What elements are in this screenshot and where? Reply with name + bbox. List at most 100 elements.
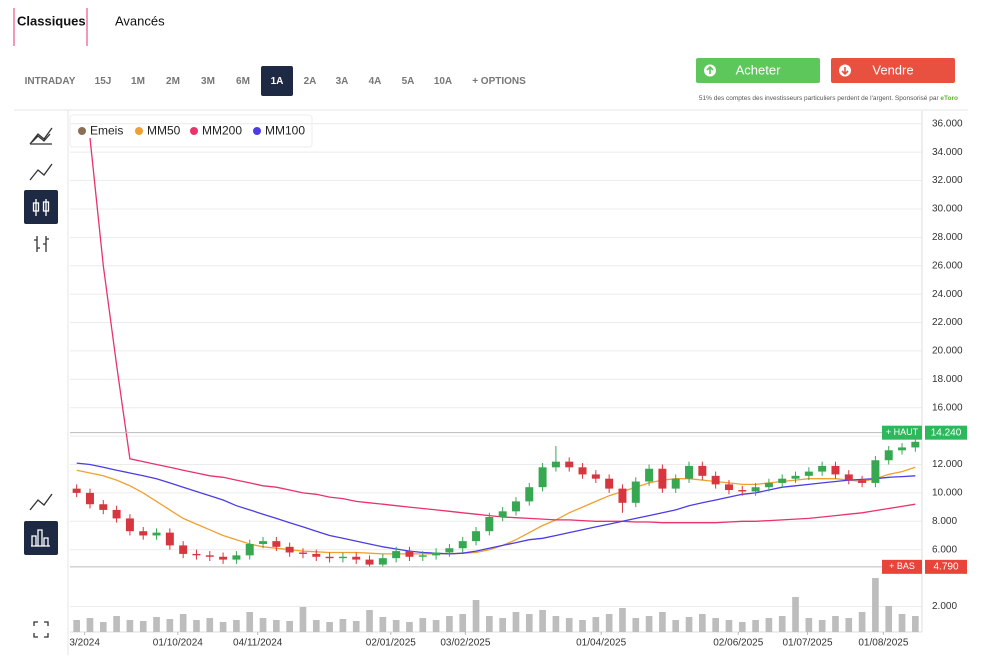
volume-bar (233, 620, 240, 632)
candle-body (152, 532, 161, 536)
sell-label[interactable]: Vendre (872, 62, 913, 77)
disclaimer: 51% des comptes des investisseurs partic… (699, 95, 958, 102)
volume-bar (672, 620, 680, 632)
toolbar (24, 127, 58, 638)
tool-line[interactable] (29, 163, 53, 181)
volume-bar (845, 618, 853, 632)
candle-body (112, 509, 121, 519)
volume-bar (352, 621, 360, 632)
tool-area[interactable] (29, 127, 53, 145)
volume-bar (113, 616, 120, 632)
volume-bar (632, 618, 640, 632)
range-button[interactable]: + OPTIONS (472, 76, 526, 87)
range-button[interactable]: 3A (336, 76, 349, 87)
candle-body (858, 480, 867, 483)
candle-body (458, 541, 467, 549)
legend-label[interactable]: Emeis (90, 124, 123, 138)
y-tick-label: 2.000 (932, 601, 957, 612)
candle-body (871, 460, 880, 483)
level-badge (882, 559, 922, 574)
volume-bar (446, 616, 453, 632)
candle-body (831, 465, 840, 475)
volume-bar (259, 618, 267, 632)
legend-dot (135, 127, 143, 135)
volume-bar (885, 606, 893, 632)
volume-bar (312, 620, 320, 632)
candle-body (378, 558, 387, 565)
tool-fullscreen[interactable] (33, 621, 49, 638)
volume-bar (246, 612, 254, 632)
candle-body (911, 441, 920, 448)
candle-body (99, 504, 108, 510)
sell-button[interactable] (831, 58, 955, 83)
candle-body (525, 487, 534, 502)
range-button[interactable]: 1M (131, 76, 145, 87)
level-value: 14.240 (931, 427, 962, 438)
candle-body (298, 552, 307, 554)
range-button[interactable]: 5A (402, 76, 415, 87)
tool-ohlc[interactable] (34, 236, 49, 252)
volume-bar (406, 622, 413, 632)
x-tick-label: 04/11/2024 (233, 638, 283, 649)
candle-body (738, 490, 747, 492)
tool-volume-bars[interactable] (24, 521, 58, 555)
buy-button[interactable] (696, 58, 820, 83)
legend-label[interactable]: MM200 (202, 124, 242, 138)
ma-line (76, 466, 916, 555)
y-tick-label: 6.000 (932, 544, 957, 555)
candle-body (259, 541, 268, 544)
range-button[interactable]: 2M (166, 76, 180, 87)
tab[interactable]: Avancés (115, 13, 165, 28)
tool-candles[interactable] (24, 190, 58, 224)
range-button[interactable]: 3M (201, 76, 215, 87)
candle-body (804, 471, 813, 476)
volume-bar (206, 618, 214, 632)
legend-dot (190, 127, 198, 135)
volume-bar (539, 610, 546, 632)
candle-body (139, 531, 148, 536)
x-tick-label: 01/04/2025 (576, 638, 626, 649)
candle-body (685, 465, 694, 479)
candle-body (658, 468, 667, 489)
candle-body (312, 553, 321, 557)
y-tick-label: 34.000 (932, 147, 963, 158)
volume-bar (525, 614, 533, 632)
legend-label[interactable]: MM50 (147, 124, 181, 138)
tool-volume-line[interactable] (29, 493, 53, 511)
volume-bar (659, 612, 666, 632)
range-button[interactable]: 2A (304, 76, 317, 87)
candle-body (551, 461, 560, 468)
y-tick-label: 24.000 (932, 289, 963, 300)
legend-label[interactable]: MM100 (265, 124, 305, 138)
y-tick-label: 32.000 (932, 175, 963, 186)
volume-bar (592, 617, 600, 632)
sponsor[interactable]: eToro (940, 95, 958, 102)
candle-body (698, 465, 707, 476)
range-button[interactable]: 1A (271, 76, 284, 87)
volume-bar (419, 618, 427, 632)
buy-label[interactable]: Acheter (736, 62, 781, 77)
range-button[interactable]: 4A (369, 76, 382, 87)
volume-bar (486, 616, 493, 632)
candle-body (165, 532, 174, 546)
candle-body (485, 517, 494, 532)
range-selected[interactable] (261, 66, 293, 96)
volume-bar (472, 600, 480, 632)
volume-bar (552, 616, 560, 632)
range-button[interactable]: INTRADAY (25, 76, 76, 87)
volume-bar (605, 614, 613, 632)
candle-body (498, 511, 507, 518)
volume-bar (286, 621, 293, 632)
volume-bar (366, 610, 373, 632)
y-tick-label: 10.000 (932, 488, 963, 499)
range-button[interactable]: 10A (434, 76, 452, 87)
volume-bar (499, 618, 506, 632)
candle-body (179, 545, 188, 554)
tab[interactable]: Classiques (17, 13, 86, 28)
range-button[interactable]: 15J (95, 76, 112, 87)
candle-body (711, 475, 720, 485)
range-button[interactable]: 6M (236, 76, 250, 87)
x-tick-label: 03/02/2025 (440, 638, 490, 649)
volume-bar (99, 622, 107, 632)
